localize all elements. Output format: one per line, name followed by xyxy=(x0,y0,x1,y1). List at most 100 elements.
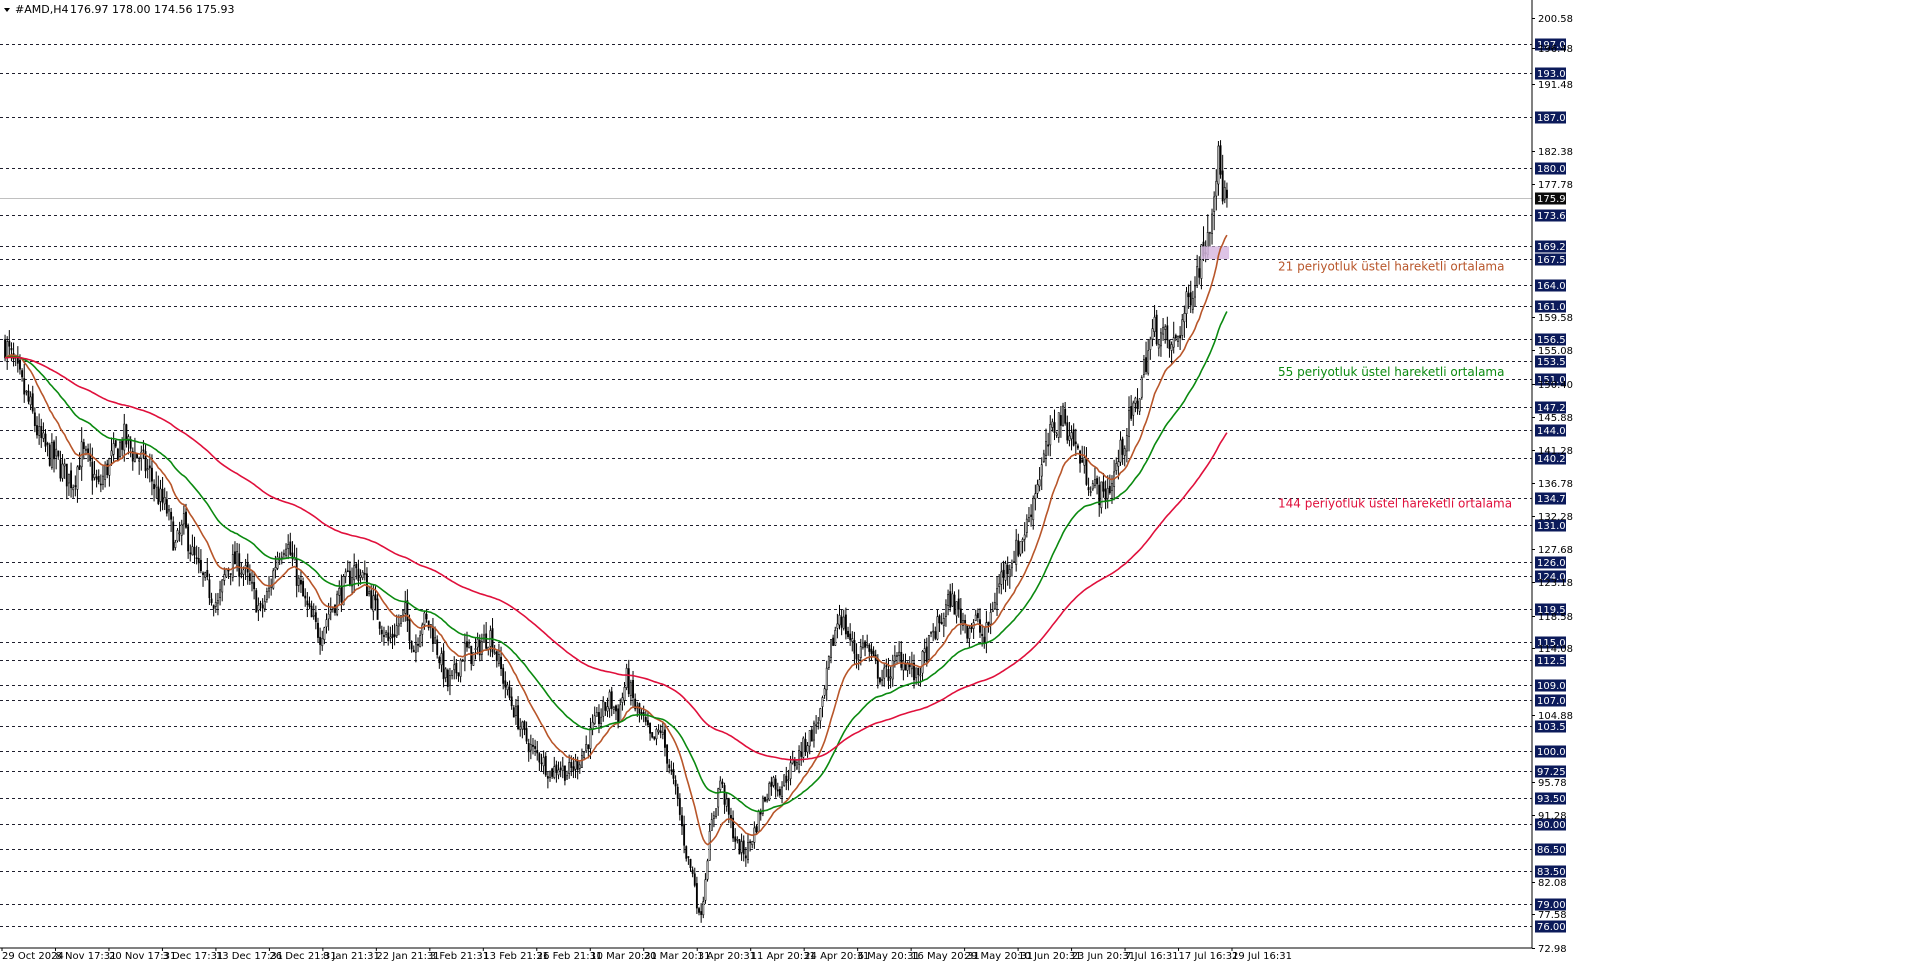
candle-body xyxy=(104,465,107,480)
candle-body xyxy=(778,789,781,796)
ema-annotation: 144 periyotluk üstel hareketli ortalama xyxy=(1278,496,1512,510)
candle-body xyxy=(146,468,149,470)
level-label: 187.00 xyxy=(1537,113,1572,124)
candle-body xyxy=(881,678,884,681)
candle-body xyxy=(438,657,441,664)
price-tick-label: 177.78 xyxy=(1538,180,1573,191)
candle-body xyxy=(336,593,339,615)
candle-body xyxy=(736,838,739,841)
level-label: 134.75 xyxy=(1537,494,1572,505)
candle-body xyxy=(142,449,145,452)
candle-body xyxy=(706,860,709,880)
candle-body xyxy=(451,670,454,676)
candle-body xyxy=(372,595,375,612)
candle-body xyxy=(36,425,38,436)
candle-body xyxy=(740,841,743,853)
candle-body xyxy=(1208,231,1211,234)
candle-body xyxy=(887,669,890,681)
level-label-box xyxy=(1535,300,1566,313)
candle-body xyxy=(512,707,515,718)
candle-body xyxy=(670,769,673,772)
time-tick-label: 3 Dec 17:31 xyxy=(162,951,223,962)
candle-body xyxy=(902,660,905,671)
candle-body xyxy=(612,706,615,710)
candle-body xyxy=(199,559,202,572)
candle-body xyxy=(317,622,319,638)
level-label-box xyxy=(1535,452,1566,465)
candle-body xyxy=(896,655,898,657)
candle-body xyxy=(282,552,285,556)
candle-body xyxy=(323,627,326,640)
candle-body xyxy=(1076,445,1079,449)
candle-body xyxy=(787,779,790,781)
candle-body xyxy=(953,594,956,615)
candle-body xyxy=(136,453,138,459)
candle-body xyxy=(1189,292,1192,306)
candle-body xyxy=(1111,483,1113,491)
candle-body xyxy=(1140,377,1143,398)
candle-body xyxy=(800,751,803,757)
candle-body xyxy=(817,722,820,724)
candle-body xyxy=(1136,400,1139,409)
candle-body xyxy=(251,581,253,584)
candle-body xyxy=(276,556,279,569)
candle-body xyxy=(927,635,930,660)
candle-body xyxy=(1117,461,1120,467)
candle-body xyxy=(1066,422,1069,441)
candle-body xyxy=(493,652,496,655)
time-tick-label: 23 Jun 20:31 xyxy=(1072,951,1136,962)
candle-body xyxy=(165,499,168,514)
price-tick-label: 127.68 xyxy=(1538,545,1573,556)
candle-body xyxy=(981,633,984,636)
candle-body xyxy=(417,644,419,646)
candle-body xyxy=(798,749,801,765)
candle-body xyxy=(966,625,969,639)
candle-body xyxy=(133,452,136,462)
time-tick-label: 7 Jul 16:31 xyxy=(1125,951,1179,962)
candle-body xyxy=(57,450,60,457)
candle-body xyxy=(400,615,402,624)
candle-body xyxy=(338,587,341,596)
level-label: 144.00 xyxy=(1537,426,1572,437)
candle-body xyxy=(942,618,945,627)
candle-body xyxy=(510,696,513,707)
candle-body xyxy=(876,658,879,679)
candle-body xyxy=(285,548,287,556)
candle-body xyxy=(431,626,434,644)
candle-body xyxy=(734,836,737,842)
candle-body xyxy=(10,348,13,351)
candle-body xyxy=(540,762,543,765)
candle-body xyxy=(996,588,998,605)
candle-body xyxy=(31,393,34,412)
candle-body xyxy=(1191,297,1194,310)
candle-body xyxy=(1200,244,1203,279)
candle-body xyxy=(738,839,741,855)
candle-body xyxy=(1172,337,1175,348)
candle-body xyxy=(687,856,690,858)
candle-body xyxy=(551,768,554,777)
candle-body xyxy=(191,546,194,556)
candle-body xyxy=(802,737,805,758)
time-tick-label: 29 Jul 16:31 xyxy=(1232,951,1292,962)
candle-body xyxy=(55,448,58,457)
candle-body xyxy=(764,797,766,802)
candle-body xyxy=(744,855,747,859)
candle-body xyxy=(329,609,332,613)
candle-body xyxy=(712,815,715,819)
candle-body xyxy=(610,691,613,709)
support-zone xyxy=(1201,246,1230,260)
candle-body xyxy=(566,775,568,780)
time-tick-label: 10 Mar 20:31 xyxy=(590,951,657,962)
level-label-box xyxy=(1535,818,1566,831)
level-label: 76.00 xyxy=(1537,922,1566,933)
candle-body xyxy=(40,426,43,438)
level-label: 124.00 xyxy=(1537,572,1572,583)
triangle-down-icon[interactable] xyxy=(4,8,10,12)
level-label-box xyxy=(1535,694,1566,707)
candle-body xyxy=(176,530,179,542)
candle-body xyxy=(727,798,730,815)
candle-body xyxy=(265,591,268,600)
candle-body xyxy=(380,629,383,635)
